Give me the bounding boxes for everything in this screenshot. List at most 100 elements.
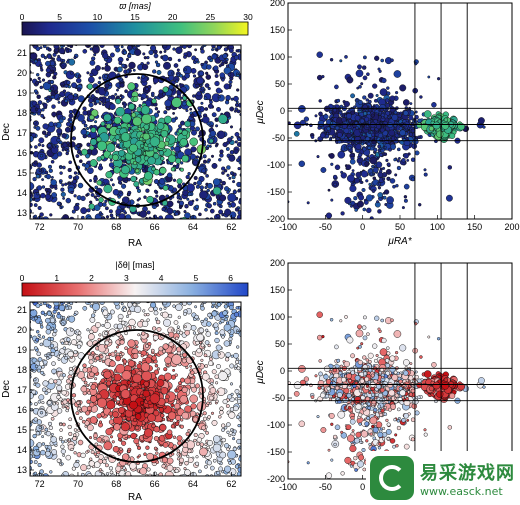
star-point: [40, 297, 43, 300]
star-point: [237, 446, 241, 450]
star-point: [68, 417, 73, 422]
star-point: [242, 96, 246, 100]
star-point: [195, 155, 200, 159]
star-point: [325, 212, 333, 219]
star-point: [175, 46, 183, 54]
star-point: [48, 425, 53, 430]
star-point: [236, 158, 240, 163]
star-point: [194, 57, 199, 63]
star-point: [114, 92, 118, 96]
star-point: [212, 186, 222, 196]
star-point: [47, 164, 53, 169]
star-point: [185, 365, 189, 370]
star-point: [98, 211, 103, 215]
star-point: [61, 183, 65, 187]
star-point: [176, 449, 181, 454]
star-point: [73, 56, 77, 60]
star-point: [141, 63, 149, 71]
star-point: [62, 196, 66, 200]
star-point: [374, 136, 378, 140]
star-point: [93, 195, 97, 199]
star-point: [125, 69, 130, 74]
star-point: [243, 46, 245, 48]
star-point: [377, 148, 382, 153]
star-point: [39, 154, 44, 158]
star-point: [93, 204, 101, 211]
x-tick-label: -50: [319, 222, 332, 232]
star-point: [41, 178, 45, 182]
star-point: [105, 171, 113, 179]
star-point: [232, 180, 236, 184]
star-point: [234, 464, 240, 469]
star-point: [411, 143, 418, 150]
star-point: [38, 394, 45, 401]
star-point: [45, 324, 51, 330]
star-point: [205, 74, 212, 80]
star-point: [243, 118, 247, 122]
star-point: [75, 77, 82, 84]
star-point: [225, 64, 230, 68]
star-point: [115, 98, 122, 105]
star-point: [141, 331, 146, 336]
star-point: [51, 104, 56, 109]
star-point: [243, 375, 247, 379]
star-point: [176, 68, 180, 72]
star-point: [133, 41, 136, 44]
star-point: [236, 399, 241, 404]
star-point: [362, 104, 368, 110]
star-point: [155, 460, 160, 464]
star-point: [85, 216, 93, 219]
star-point: [216, 133, 220, 137]
star-point: [180, 161, 184, 165]
star-point: [81, 419, 86, 424]
star-point: [161, 207, 166, 212]
star-point: [67, 222, 69, 224]
star-point: [62, 346, 67, 350]
star-point: [364, 161, 370, 167]
star-point: [195, 184, 200, 189]
star-point: [139, 136, 144, 142]
star-point: [449, 132, 456, 139]
star-point: [237, 166, 241, 171]
star-point: [210, 381, 214, 385]
star-point: [229, 382, 234, 386]
star-point: [210, 411, 215, 415]
star-point: [116, 88, 119, 92]
star-point: [44, 170, 49, 175]
star-point: [214, 74, 219, 78]
star-point: [236, 181, 241, 188]
star-point: [206, 460, 212, 466]
x-tick-label: 70: [73, 222, 83, 232]
star-point: [196, 91, 202, 97]
star-point: [394, 133, 399, 138]
star-point: [60, 205, 64, 209]
star-point: [179, 454, 183, 458]
star-point: [371, 189, 376, 193]
star-point: [212, 458, 217, 463]
star-point: [229, 363, 235, 369]
star-point: [51, 69, 55, 73]
star-point: [56, 385, 63, 392]
star-point: [204, 83, 210, 88]
colorbar-tick-label: 4: [159, 273, 164, 283]
star-point: [33, 214, 38, 218]
star-point: [98, 333, 102, 337]
star-point: [51, 192, 58, 199]
star-point: [190, 214, 197, 219]
star-point: [218, 158, 222, 162]
star-point: [202, 159, 208, 164]
star-point: [37, 205, 42, 211]
star-point: [222, 142, 228, 148]
star-point: [243, 128, 246, 131]
star-point: [109, 473, 116, 476]
star-point: [104, 463, 109, 468]
star-point: [48, 41, 51, 44]
star-point: [72, 436, 77, 441]
star-point: [26, 118, 29, 121]
star-point: [134, 305, 142, 313]
star-point: [42, 123, 49, 130]
x-tick-label: 72: [35, 222, 45, 232]
star-point: [211, 112, 217, 118]
star-point: [174, 403, 181, 410]
star-point: [152, 326, 157, 331]
